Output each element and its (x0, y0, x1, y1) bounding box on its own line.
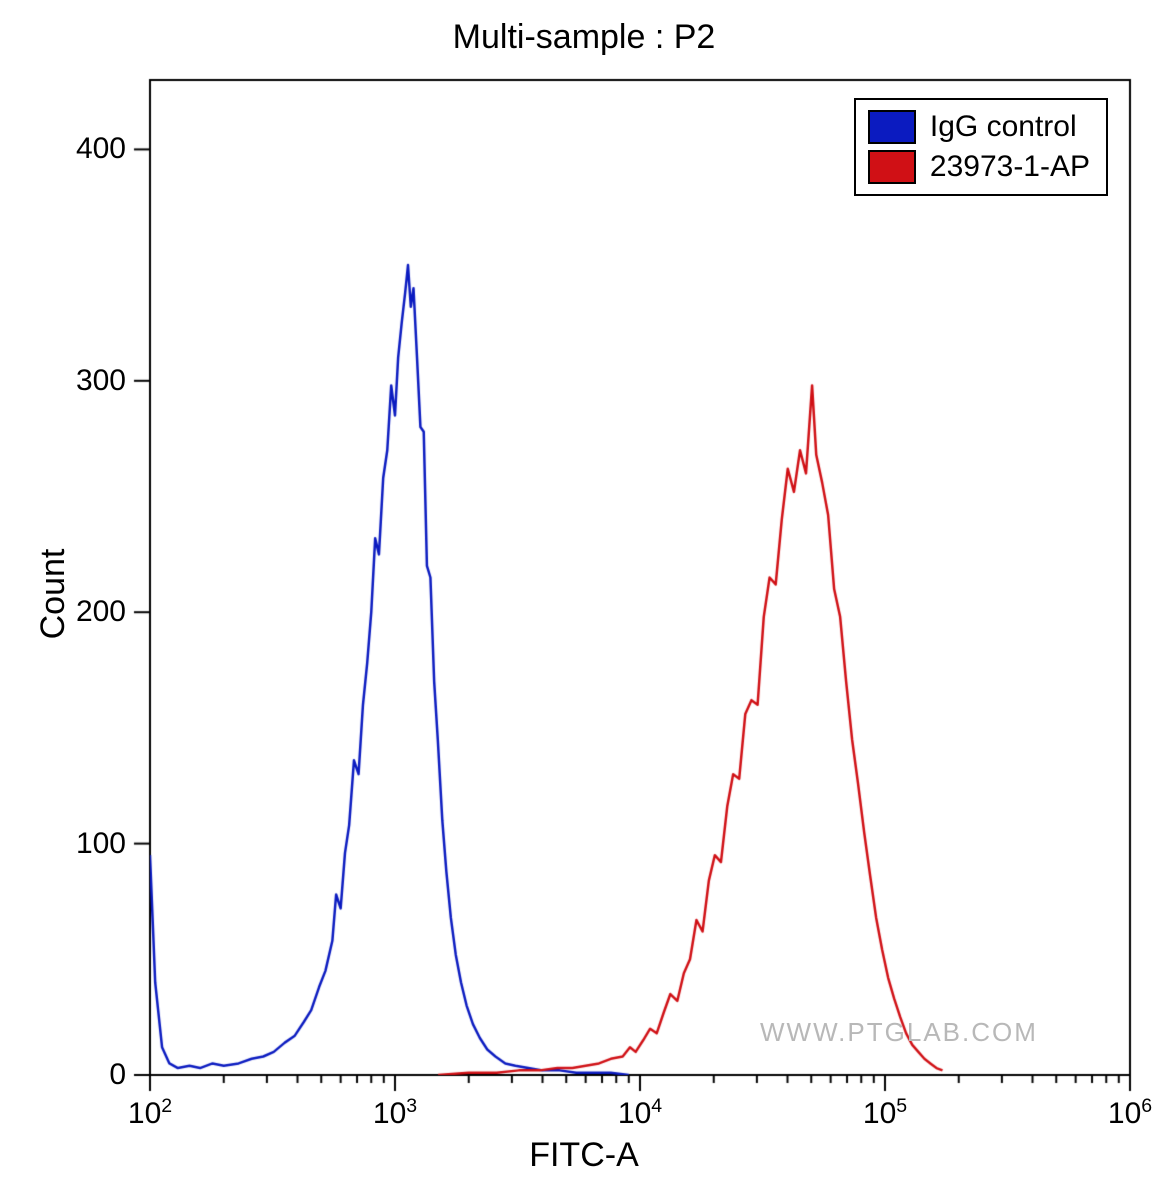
legend-label: IgG control (930, 110, 1077, 144)
x-tick-label: 105 (863, 1095, 907, 1131)
y-tick-label: 200 (76, 595, 126, 629)
legend-swatch (868, 110, 916, 144)
flow-cytometry-histogram: Multi-sample : P2 Count FITC-A 010020030… (0, 0, 1168, 1187)
legend-label: 23973-1-AP (930, 150, 1090, 184)
x-tick-label: 106 (1108, 1095, 1152, 1131)
x-tick-label: 102 (128, 1095, 172, 1131)
y-tick-label: 0 (109, 1058, 126, 1092)
legend: IgG control 23973-1-AP (854, 98, 1108, 196)
y-tick-label: 300 (76, 364, 126, 398)
y-tick-label: 400 (76, 132, 126, 166)
watermark-text: WWW.PTGLAB.COM (760, 1017, 1038, 1048)
legend-item: IgG control (868, 110, 1090, 144)
y-tick-label: 100 (76, 827, 126, 861)
x-tick-label: 104 (618, 1095, 662, 1131)
legend-swatch (868, 150, 916, 184)
legend-item: 23973-1-AP (868, 150, 1090, 184)
x-tick-label: 103 (373, 1095, 417, 1131)
